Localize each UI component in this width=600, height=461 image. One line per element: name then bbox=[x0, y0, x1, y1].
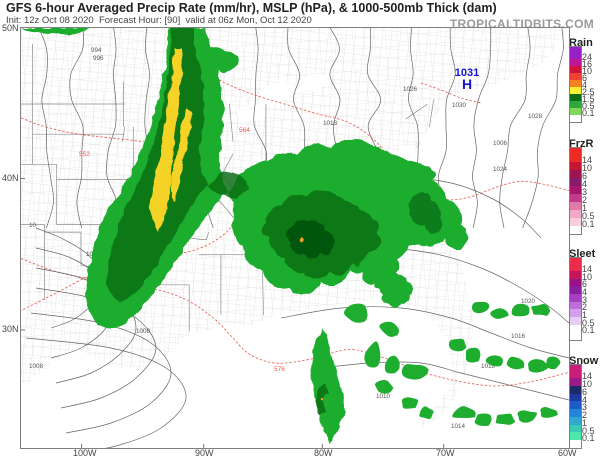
svg-text:1014: 1014 bbox=[451, 423, 466, 430]
svg-text:1016: 1016 bbox=[511, 333, 526, 340]
svg-text:1010: 1010 bbox=[376, 393, 391, 400]
svg-text:1008: 1008 bbox=[136, 328, 151, 335]
svg-text:10: 10 bbox=[29, 222, 37, 229]
svg-text:H: H bbox=[462, 76, 472, 92]
svg-text:564: 564 bbox=[239, 127, 250, 134]
svg-text:994: 994 bbox=[91, 47, 102, 54]
svg-text:1026: 1026 bbox=[403, 86, 418, 93]
svg-text:1024: 1024 bbox=[493, 166, 508, 173]
svg-text:1030: 1030 bbox=[452, 102, 467, 109]
svg-text:1028: 1028 bbox=[528, 113, 543, 120]
svg-text:1006: 1006 bbox=[493, 140, 508, 147]
svg-text:1018: 1018 bbox=[323, 120, 338, 127]
svg-text:552: 552 bbox=[79, 151, 90, 158]
svg-text:1008: 1008 bbox=[29, 363, 44, 370]
svg-text:576: 576 bbox=[274, 366, 285, 373]
svg-text:996: 996 bbox=[93, 55, 104, 62]
